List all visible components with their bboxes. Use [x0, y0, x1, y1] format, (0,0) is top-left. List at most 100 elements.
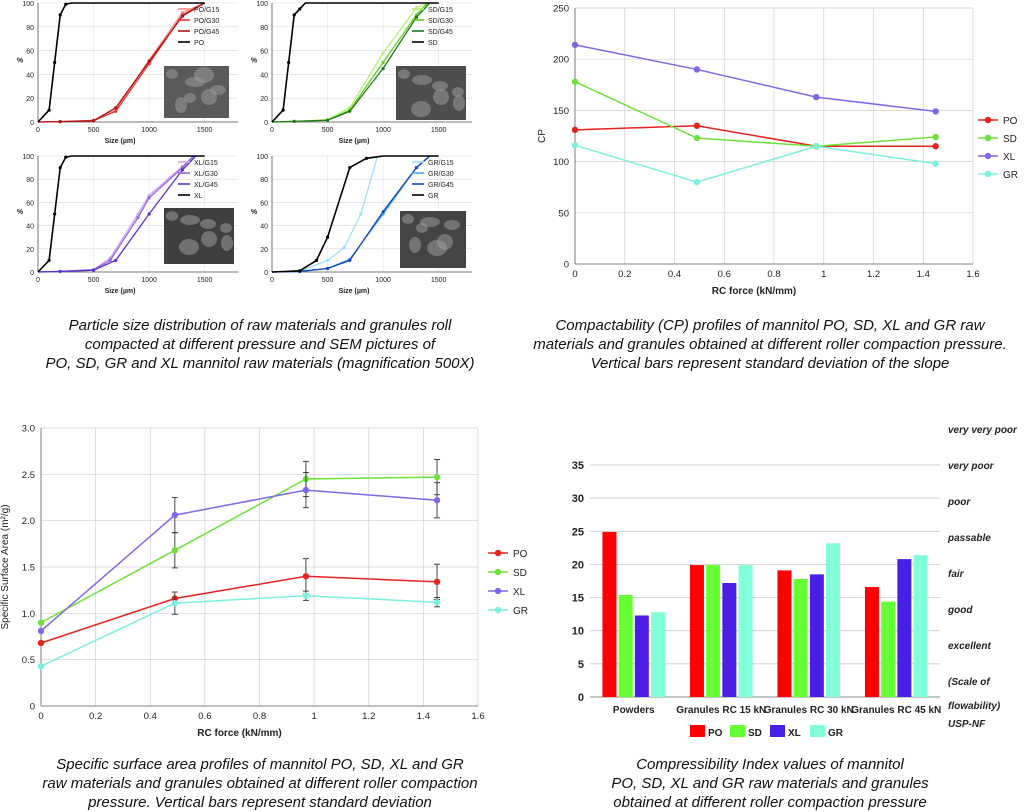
legend-label: XL [513, 587, 526, 598]
flowability-scale-label: USP-NF [948, 719, 986, 730]
bar-SD [881, 601, 896, 697]
data-point [171, 547, 179, 554]
caption-line: materials and granules obtained at diffe… [533, 336, 1007, 353]
caption-line: PO, SD, XL and GR raw materials and gran… [611, 775, 929, 792]
legend-marker [984, 134, 992, 142]
data-point [37, 639, 45, 647]
data-point [932, 108, 939, 115]
data-point [433, 599, 441, 606]
cp-chart: 0 0.2 0.4 0.6 0.8 1 1.2 1.4 1.6 0 50 100 150 200 250 RC… [537, 4, 1018, 298]
bar-PO [864, 586, 879, 697]
data-point [381, 210, 385, 214]
x-tick-label: 1000 [375, 277, 391, 284]
legend-label: XL/G30 [194, 171, 218, 178]
caption-line: pressure. Vertical bars represent standa… [88, 794, 432, 811]
y-tick-label: 40 [26, 224, 34, 231]
x-tick-label: 1.4 [917, 269, 930, 280]
bar-PO [689, 565, 704, 697]
sem-particle [402, 214, 414, 224]
legend-label: GR [513, 606, 528, 617]
x-tick-label: 0.6 [718, 269, 731, 280]
x-tick-label: 0.2 [89, 711, 102, 722]
x-tick-label: 1.2 [362, 711, 375, 722]
x-tick-label: 1.4 [417, 711, 430, 722]
legend-label: XL/G45 [194, 182, 218, 189]
data-point [58, 269, 62, 274]
y-tick-label: 2.0 [22, 516, 35, 527]
y-tick-label: 80 [26, 25, 34, 32]
y-tick-label: 25 [572, 526, 584, 538]
legend-marker [494, 549, 502, 557]
sem-particle [444, 220, 460, 230]
y-tick-label: 100 [22, 154, 34, 161]
data-point [325, 235, 330, 239]
y-tick-label: 0.5 [22, 655, 35, 666]
ssa-chart: 0 0.2 0.4 0.6 0.8 1 1.2 1.4 1.6 0 0.5 1.0 1.5 2.0 2.5 3… [0, 424, 528, 740]
x-tick-label: 1000 [375, 127, 391, 134]
data-point [136, 215, 140, 220]
caption-ssa: Specific surface area profiles of mannit… [10, 755, 510, 812]
data-point [571, 142, 579, 149]
data-point [571, 41, 579, 49]
data-point [693, 134, 701, 142]
data-point [571, 126, 579, 134]
legend-label: GR [1003, 170, 1018, 181]
y-tick-label: 250 [553, 4, 569, 15]
y-tick-label: 0 [30, 120, 34, 127]
legend-marker [984, 116, 992, 124]
data-point [932, 143, 939, 150]
sem-particle [453, 95, 465, 111]
data-point [171, 599, 179, 607]
y-tick-label: 150 [553, 106, 569, 117]
legend-label: SD/G30 [428, 18, 453, 25]
x-tick-label: 1.6 [966, 269, 979, 280]
bar-SD [706, 565, 721, 697]
data-point [37, 619, 45, 626]
sem-particle [432, 81, 448, 91]
y-tick-label: 35 [572, 460, 584, 472]
sem-particle [184, 93, 196, 103]
data-point [47, 258, 51, 262]
y-tick-label: 20 [260, 96, 268, 103]
series-line-PO [40, 575, 438, 644]
y-tick-label: 20 [260, 247, 268, 254]
x-tick-label: 0.2 [618, 269, 631, 280]
sem-particle [427, 240, 447, 256]
legend-label: XL [194, 193, 203, 200]
y-tick-label: 80 [260, 25, 268, 32]
legend-marker [494, 606, 502, 614]
data-point [314, 258, 319, 262]
x-tick-label: 0 [270, 277, 274, 284]
sem-particle [201, 231, 217, 247]
legend-swatch [730, 725, 745, 737]
sem-particle [412, 75, 432, 85]
data-point [381, 51, 385, 55]
y-tick-label: 20 [26, 247, 34, 254]
y-axis-label: % [251, 58, 258, 65]
data-point [114, 258, 118, 262]
bar-XL [722, 582, 737, 697]
data-point [932, 160, 939, 167]
y-tick-label: 80 [260, 177, 268, 184]
caption-cp: Compactability (CP) profiles of mannitol… [520, 316, 1020, 373]
data-point [381, 66, 385, 71]
bar-GR [738, 565, 753, 697]
x-tick-label: Granules RC 30 kN [764, 705, 854, 716]
data-point [348, 109, 352, 113]
y-tick-label: 50 [558, 208, 569, 219]
legend-label: GR [428, 193, 439, 200]
sem-particle [452, 87, 464, 97]
y-tick-label: 1.0 [22, 609, 35, 620]
y-tick-label: 60 [26, 200, 34, 207]
bar-XL [897, 559, 912, 697]
data-point [292, 119, 296, 124]
data-point [64, 2, 68, 6]
series-line-PO [574, 125, 936, 147]
sem-particle [409, 237, 421, 253]
flowability-scale-label: very very poor [948, 425, 1018, 436]
data-point [302, 592, 310, 599]
x-tick-label: 500 [322, 127, 334, 134]
y-axis-label: % [251, 209, 258, 216]
x-tick-label: 1500 [431, 277, 447, 284]
